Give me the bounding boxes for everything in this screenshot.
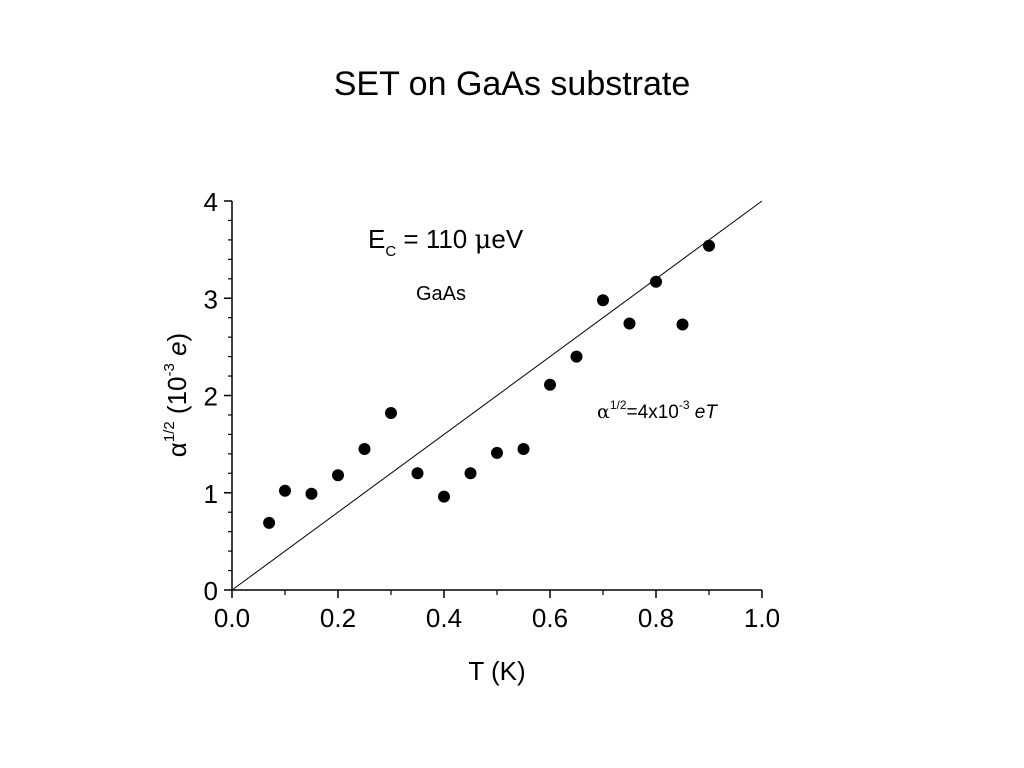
ec-annotation-unit: eV: [491, 224, 523, 254]
data-point: [597, 294, 609, 307]
ec-annotation-main: E: [368, 224, 385, 254]
y-tick-label: 1: [204, 479, 218, 509]
ec-annotation-rest: = 110: [396, 224, 474, 254]
formula-annotation: α1/2=4x10-3 eT: [597, 398, 718, 423]
x-tick-label: 0.6: [532, 603, 568, 633]
y-axis-label-unit-e: e: [162, 341, 192, 363]
data-point: [570, 350, 583, 363]
data-point: [358, 442, 371, 455]
formula-exponent: 1/2: [610, 398, 627, 412]
data-point: [491, 446, 503, 459]
x-axis-label: T (K): [468, 656, 525, 686]
chart-title: SET on GaAs substrate: [333, 65, 691, 103]
y-axis-label-symbol: α: [162, 442, 192, 457]
data-point: [623, 317, 636, 330]
ec-annotation: EC = 110 μeV: [368, 224, 524, 260]
y-axis-label-unit-exponent: -3: [161, 363, 178, 376]
data-point: [438, 490, 450, 503]
data-point: [517, 442, 530, 455]
data-point: [411, 467, 424, 480]
y-axis-label-unit-open: (10: [162, 377, 192, 422]
data-point: [676, 318, 689, 331]
data-point: [464, 467, 477, 480]
y-tick-label: 2: [204, 382, 218, 412]
formula-tail: eT: [690, 402, 719, 423]
y-axis-label: α1/2 (10-3 e): [161, 333, 192, 457]
formula-exponent-2: -3: [679, 398, 690, 412]
data-point: [263, 516, 276, 529]
data-point: [650, 275, 662, 288]
fit-line: [231, 200, 763, 591]
data-point: [279, 484, 291, 497]
ec-annotation-sub: C: [385, 243, 396, 260]
x-tick-label: 0.0: [214, 603, 250, 633]
data-point: [332, 469, 344, 482]
x-tick-label: 0.8: [638, 603, 674, 633]
formula-eq: =4x10: [627, 402, 679, 423]
data-point: [544, 378, 556, 391]
data-point: [703, 239, 715, 252]
y-tick-label: 4: [204, 187, 218, 217]
y-axis-label-exponent: 1/2: [161, 421, 178, 442]
x-tick-label: 0.2: [320, 603, 356, 633]
x-tick-label: 1.0: [744, 603, 780, 633]
data-point: [305, 487, 318, 500]
y-tick-label: 3: [204, 284, 218, 314]
x-tick-label: 0.4: [426, 603, 462, 633]
ec-annotation-mu: μ: [475, 225, 492, 255]
data-point: [385, 407, 397, 420]
y-tick-label: 0: [204, 576, 218, 606]
formula-alpha: α: [597, 401, 610, 423]
y-axis-label-unit-close: ): [162, 333, 192, 342]
material-annotation: GaAs: [416, 283, 466, 305]
